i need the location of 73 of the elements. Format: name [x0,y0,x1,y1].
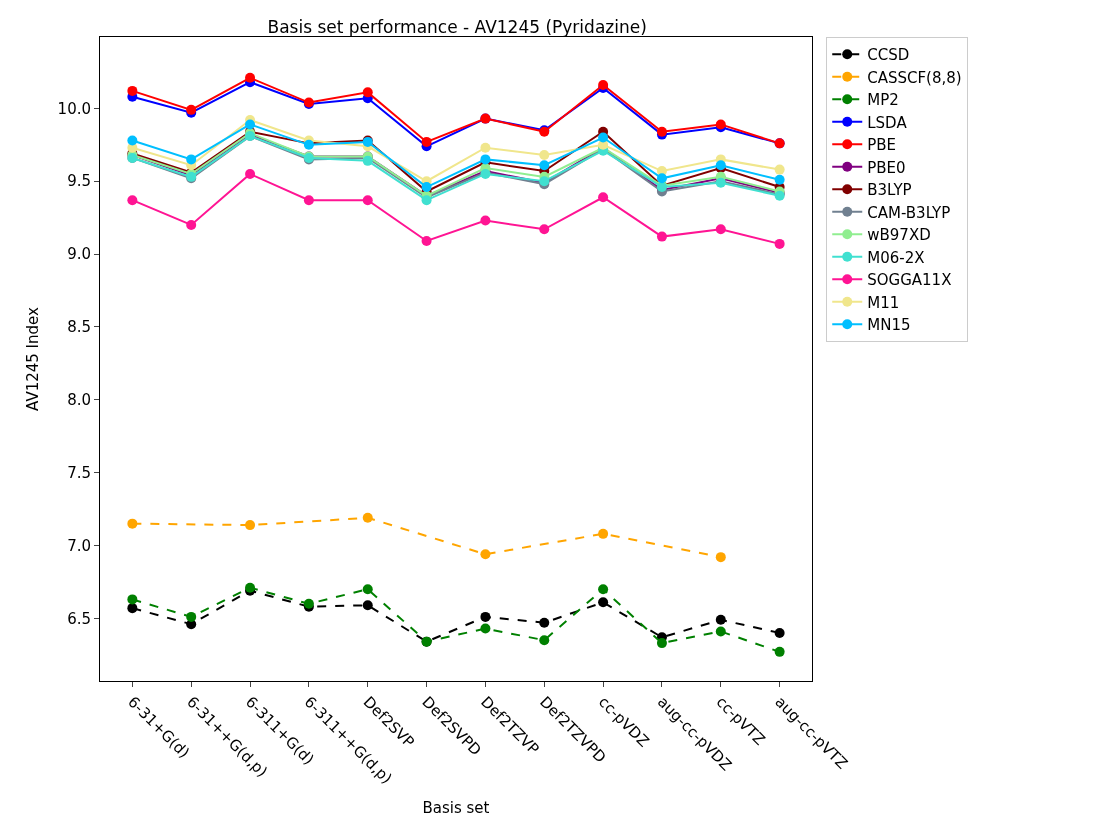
point [656,638,667,649]
point [127,594,138,605]
point [362,195,373,206]
y-tick-label: 8.0 [67,391,91,410]
point [715,224,726,235]
point [774,174,785,185]
point [480,549,491,560]
point [539,617,550,628]
point [362,512,373,523]
point [480,215,491,226]
point [127,195,138,206]
point [539,150,550,161]
point [598,528,609,539]
legend-label: PBE0 [867,158,906,177]
point [127,135,138,146]
point [539,160,550,171]
legend-label: CAM-B3LYP [867,203,951,222]
point [245,520,256,531]
x-axis-title: Basis set [422,798,490,817]
point [598,132,609,143]
y-axis-title: AV1245 Index [23,306,42,411]
point [127,603,138,614]
point [245,119,256,130]
point [480,623,491,634]
point [656,231,667,242]
point [421,235,432,246]
y-tick-label: 9.5 [67,172,91,191]
chart-title: Basis set performance - AV1245 (Pyridazine) [267,16,647,37]
point [715,614,726,625]
point [127,85,138,96]
point [480,611,491,622]
point [186,219,197,230]
point [539,224,550,235]
point [303,195,314,206]
point [656,173,667,184]
point [186,154,197,165]
y-tick-label: 6.5 [67,609,91,628]
point [421,182,432,193]
y-tick-label: 8.5 [67,318,91,337]
point [362,584,373,595]
point [245,168,256,179]
point [245,72,256,83]
point [715,626,726,637]
point [480,142,491,153]
legend-label: wB97XD [867,226,931,245]
point [362,87,373,98]
legend-label: MN15 [867,316,911,335]
point [715,552,726,563]
y-tick-label: 9.0 [67,245,91,264]
point [774,646,785,657]
legend-label: SOGGA11X [867,271,952,290]
legend-label: CCSD [867,46,910,65]
legend-label: LSDA [867,113,908,132]
point [598,597,609,608]
point [539,635,550,646]
point [774,164,785,175]
point [774,627,785,638]
point [774,238,785,249]
point [127,518,138,529]
legend-label: CASSCF(8,8) [867,68,962,87]
y-tick-label: 7.5 [67,463,91,482]
point [362,600,373,611]
y-tick-label: 10.0 [57,99,91,118]
y-tick-label: 7.0 [67,536,91,555]
legend-label: B3LYP [867,181,912,200]
legend-label: PBE [867,136,897,155]
point [598,584,609,595]
legend-label: M11 [867,293,900,312]
legend-label: MP2 [867,91,899,110]
point [598,192,609,203]
point [186,611,197,622]
legend-label: M06-2X [867,248,925,267]
point [421,136,432,147]
